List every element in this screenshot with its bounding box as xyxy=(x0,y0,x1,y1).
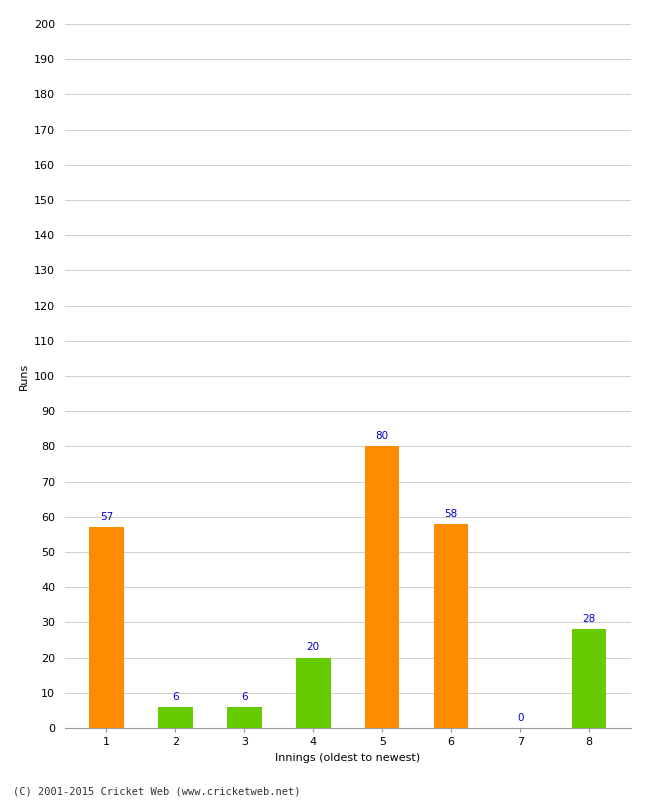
Text: 28: 28 xyxy=(582,614,596,624)
Text: 6: 6 xyxy=(172,691,179,702)
Text: 6: 6 xyxy=(241,691,248,702)
Bar xyxy=(572,630,606,728)
Bar xyxy=(89,527,124,728)
Text: 20: 20 xyxy=(307,642,320,652)
Text: 0: 0 xyxy=(517,713,523,722)
Text: 58: 58 xyxy=(445,509,458,518)
Bar xyxy=(227,707,261,728)
Text: 57: 57 xyxy=(99,512,113,522)
Text: (C) 2001-2015 Cricket Web (www.cricketweb.net): (C) 2001-2015 Cricket Web (www.cricketwe… xyxy=(13,786,300,796)
Bar xyxy=(296,658,330,728)
Text: 80: 80 xyxy=(376,431,389,441)
Bar xyxy=(158,707,192,728)
Y-axis label: Runs: Runs xyxy=(19,362,29,390)
Bar xyxy=(434,524,469,728)
X-axis label: Innings (oldest to newest): Innings (oldest to newest) xyxy=(275,753,421,762)
Bar xyxy=(365,446,400,728)
